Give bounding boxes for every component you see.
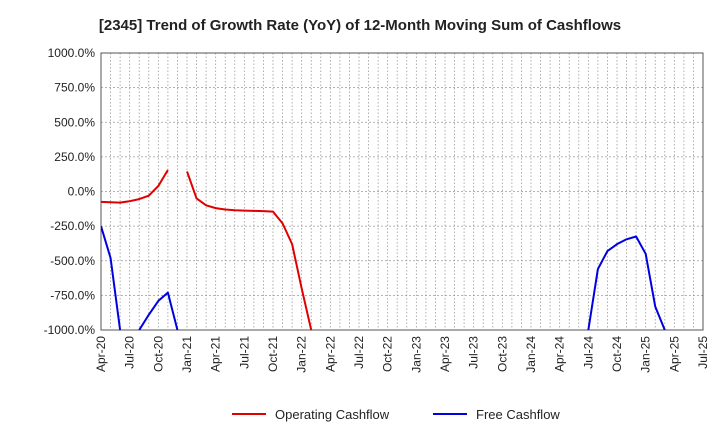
x-tick-label: Oct-22 xyxy=(381,336,395,372)
x-tick-label: Jan-22 xyxy=(295,336,309,373)
x-tick-label: Jul-24 xyxy=(581,336,595,369)
y-tick-label: -1000.0% xyxy=(44,323,96,337)
x-tick-label: Apr-25 xyxy=(667,336,681,372)
x-tick-label: Jan-24 xyxy=(524,336,538,373)
legend: Operating Cashflow Free Cashflow xyxy=(232,407,560,422)
series-layer xyxy=(101,169,666,330)
y-tick-label: 250.0% xyxy=(54,150,95,164)
series-line-free-cashflow xyxy=(101,225,666,330)
x-tick-label: Oct-23 xyxy=(495,336,509,372)
x-tick-label: Oct-24 xyxy=(610,336,624,372)
y-tick-label: -250.0% xyxy=(50,219,95,233)
x-tick-label: Apr-23 xyxy=(438,336,452,372)
legend-label: Operating Cashflow xyxy=(275,407,390,422)
y-tick-label: 500.0% xyxy=(54,115,95,129)
x-tick-label: Jan-25 xyxy=(639,336,653,373)
axis-layer: 1000.0% 750.0% 500.0% 250.0% 0.0% -250.0% -500… xyxy=(44,46,710,373)
x-tick-label: Jul-21 xyxy=(237,336,251,369)
x-tick-label: Oct-20 xyxy=(151,336,165,372)
y-tick-label: -500.0% xyxy=(50,254,95,268)
legend-label: Free Cashflow xyxy=(476,407,560,422)
y-tick-label: 1000.0% xyxy=(48,46,96,60)
y-tick-label: -750.0% xyxy=(50,288,95,302)
x-tick-label: Jan-21 xyxy=(180,336,194,373)
grid-layer xyxy=(100,52,704,331)
x-tick-label: Jul-22 xyxy=(352,336,366,369)
x-tick-label: Jul-23 xyxy=(467,336,481,369)
x-tick-label: Oct-21 xyxy=(266,336,280,372)
x-tick-label: Apr-22 xyxy=(323,336,337,372)
series-line-operating-cashflow xyxy=(101,169,313,330)
x-tick-label: Apr-24 xyxy=(553,336,567,372)
x-tick-label: Apr-21 xyxy=(209,336,223,372)
x-tick-label: Jan-23 xyxy=(409,336,423,373)
x-tick-label: Jul-20 xyxy=(123,336,137,369)
y-tick-label: 750.0% xyxy=(54,81,95,95)
plot-frame xyxy=(100,52,704,331)
y-tick-label: 0.0% xyxy=(68,185,96,199)
chart-title: [2345] Trend of Growth Rate (YoY) of 12-… xyxy=(99,17,621,34)
x-tick-label: Apr-20 xyxy=(94,336,108,372)
x-tick-label: Jul-25 xyxy=(696,336,710,369)
